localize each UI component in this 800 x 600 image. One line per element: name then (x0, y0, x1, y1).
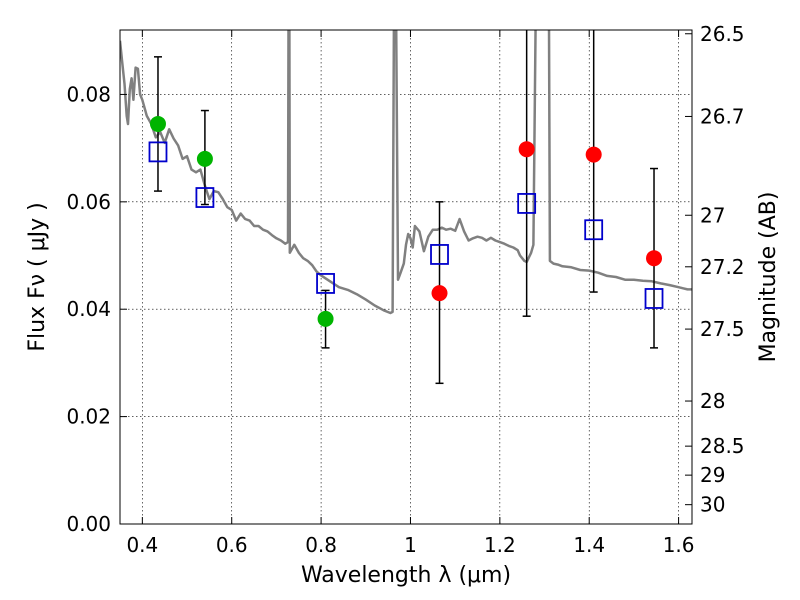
x-axis-label: Wavelength λ (μm) (301, 563, 511, 588)
x-axis: 0.4 0.6 0.8 1 1.2 1.4 1.6 (126, 30, 695, 557)
y2-tick-label: 28 (700, 389, 725, 413)
x-tick-label: 1.6 (663, 533, 695, 557)
model-spectrum (120, 30, 692, 315)
model-point (148, 141, 168, 163)
model-point (195, 187, 215, 208)
y2-tick-label: 27.2 (700, 255, 745, 279)
data-point (431, 285, 448, 302)
data-point (585, 146, 602, 163)
y2-tick-label: 26.7 (700, 104, 745, 128)
y-axis: 0.00 0.02 0.04 0.06 0.08 (66, 82, 127, 536)
y-tick-label: 0.08 (66, 82, 111, 106)
data-point (196, 150, 213, 167)
model-point (517, 193, 537, 214)
x-tick-label: 0.6 (216, 533, 248, 557)
model-point (316, 273, 335, 294)
y-tick-label: 0.00 (66, 512, 111, 536)
x-tick-label: 1.4 (573, 533, 605, 557)
x-tick-label: 0.4 (126, 533, 158, 557)
x-tick-label: 1.2 (484, 533, 516, 557)
y2-axis-label: Magnitude (AB) (756, 192, 781, 363)
plot-frame (119, 29, 693, 525)
y-tick-label: 0.02 (66, 405, 111, 429)
y-axis-label: Flux Fν ( μJy ) (25, 202, 50, 351)
data-point (518, 141, 535, 158)
grid-lines (120, 30, 692, 525)
y2-tick-label: 26.5 (700, 22, 745, 46)
y2-tick-label: 27 (700, 203, 725, 227)
y-tick-label: 0.06 (66, 190, 111, 214)
data-point (149, 115, 166, 132)
y-tick-label: 0.04 (66, 297, 111, 321)
x-tick-label: 1 (404, 533, 417, 557)
y2-axis: 26.5 26.7 27 27.2 27.5 28 28.5 29 30 (685, 22, 745, 517)
data-point (646, 250, 663, 267)
y2-tick-label: 28.5 (700, 434, 745, 458)
data-markers (148, 115, 664, 327)
data-point (317, 310, 334, 327)
y2-tick-label: 27.5 (700, 317, 745, 341)
y2-tick-label: 29 (700, 463, 725, 487)
y2-tick-label: 30 (700, 493, 725, 517)
model-point (584, 219, 604, 241)
model-point (644, 288, 664, 309)
x-tick-label: 0.8 (305, 533, 337, 557)
error-bars (153, 30, 659, 385)
model-spectrum-line (120, 30, 692, 315)
model-point (430, 244, 449, 265)
